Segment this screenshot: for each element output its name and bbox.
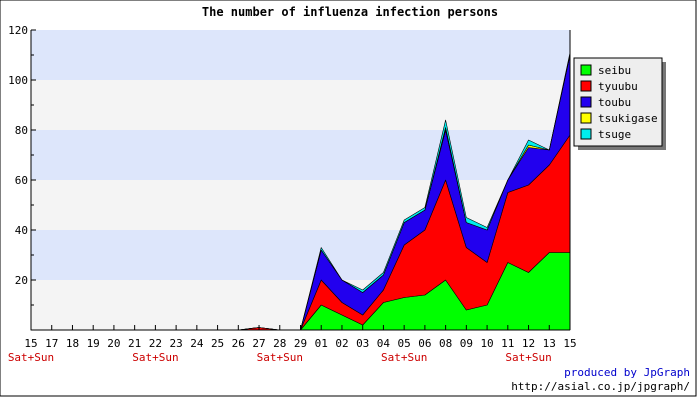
x-tick-label: 15	[563, 337, 576, 350]
weekend-label: Sat+Sun	[381, 351, 427, 364]
x-tick-label: 01	[315, 337, 328, 350]
legend-swatch-tsukigase	[580, 112, 592, 124]
x-tick-label: 05	[398, 337, 411, 350]
x-tick-label: 02	[335, 337, 348, 350]
chart-title: The number of influenza infection person…	[202, 5, 498, 19]
legend-swatch-tyuubu	[580, 80, 592, 92]
x-tick-label: 25	[211, 337, 224, 350]
x-tick-label: 19	[87, 337, 100, 350]
x-tick-label: 11	[501, 337, 514, 350]
legend-label-tsuge: tsuge	[598, 128, 631, 141]
legend: seibu tyuubu toubu tsukigase tsuge	[573, 57, 666, 150]
x-tick-label: 17	[45, 337, 58, 350]
x-tick-label: 10	[480, 337, 493, 350]
weekend-label: Sat+Sun	[132, 351, 178, 364]
x-tick-label: 09	[460, 337, 473, 350]
y-tick-label: 120	[8, 24, 28, 37]
grid-band	[31, 130, 570, 180]
y-tick-label: 100	[8, 74, 28, 87]
x-tick-label: 28	[273, 337, 286, 350]
x-tick-label: 21	[128, 337, 141, 350]
x-tick-label: 20	[107, 337, 120, 350]
weekend-label: Sat+Sun	[505, 351, 551, 364]
x-tick-label: 29	[294, 337, 307, 350]
x-tick-label: 03	[356, 337, 369, 350]
y-tick-label: 60	[15, 174, 28, 187]
legend-swatch-tsuge	[580, 128, 592, 140]
jpgraph-url-link[interactable]: http://asial.co.jp/jpgraph/	[511, 380, 690, 393]
grid-band	[31, 180, 570, 230]
x-tick-label: 18	[66, 337, 79, 350]
legend-swatch-seibu	[580, 64, 592, 76]
legend-label-toubu: toubu	[598, 96, 631, 109]
x-tick-label: 26	[232, 337, 245, 350]
x-tick-label: 06	[418, 337, 431, 350]
legend-swatch-toubu	[580, 96, 592, 108]
weekend-label: Sat+Sun	[257, 351, 303, 364]
x-tick-label: 15	[24, 337, 37, 350]
grid-band	[31, 80, 570, 130]
weekend-label: Sat+Sun	[8, 351, 54, 364]
y-tick-label: 40	[15, 224, 28, 237]
x-tick-label: 22	[149, 337, 162, 350]
x-tick-label: 12	[522, 337, 535, 350]
produced-by-label: produced by JpGraph	[564, 366, 690, 379]
legend-label-seibu: seibu	[598, 64, 631, 77]
y-tick-label: 80	[15, 124, 28, 137]
x-tick-label: 23	[169, 337, 182, 350]
x-tick-label: 08	[439, 337, 452, 350]
x-tick-label: 27	[252, 337, 265, 350]
grid-band	[31, 30, 570, 80]
x-tick-label: 13	[543, 337, 556, 350]
y-tick-label: 20	[15, 274, 28, 287]
x-tick-label: 24	[190, 337, 204, 350]
x-tick-label: 04	[377, 337, 391, 350]
legend-label-tsukigase: tsukigase	[598, 112, 658, 125]
legend-label-tyuubu: tyuubu	[598, 80, 638, 93]
